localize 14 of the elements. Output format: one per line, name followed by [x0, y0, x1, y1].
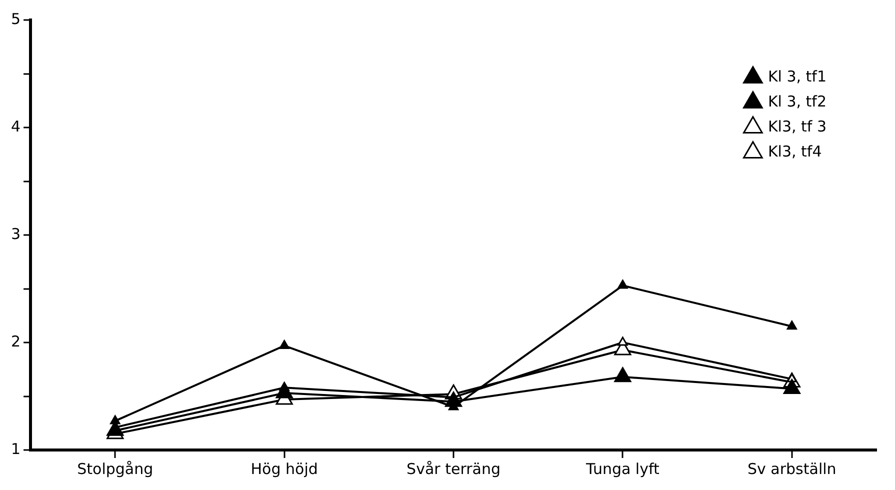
legend-label: Kl3, tf 3	[768, 117, 827, 136]
x-tick-label: Svår terräng	[406, 460, 500, 478]
x-tick-label: Sv arbställn	[748, 460, 836, 478]
legend-label: Kl 3, tf2	[768, 92, 827, 110]
y-tick-label: 1	[10, 440, 21, 458]
y-tick-label: 2	[10, 332, 21, 350]
y-tick-label: 5	[10, 10, 21, 28]
x-tick-label: Stolpgång	[77, 460, 154, 478]
legend-label: Kl 3, tf1	[768, 67, 827, 86]
legend-label: Kl3, tf4	[768, 142, 822, 160]
x-tick-label: Tunga lyft	[585, 460, 660, 478]
y-tick-label: 4	[10, 117, 21, 136]
y-tick-label: 3	[10, 224, 21, 243]
x-tick-label: Hög höjd	[250, 460, 318, 478]
